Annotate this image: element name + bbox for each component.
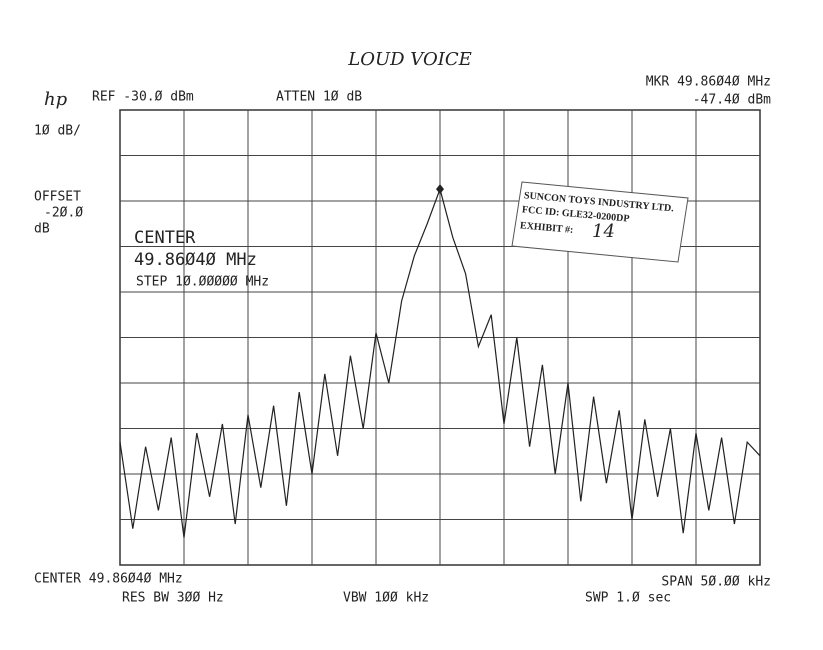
annotation: CENTER	[134, 228, 196, 248]
annotation: -47.4Ø dBm	[693, 93, 771, 108]
annotation: VBW 1ØØ kHz	[343, 591, 429, 606]
annotation: hp	[44, 89, 68, 110]
annotation: EXHIBIT #:	[520, 220, 574, 236]
annotation: dB	[34, 222, 50, 237]
annotation: MKR 49.86Ø4Ø MHz	[646, 75, 771, 90]
annotation: SPAN 5Ø.ØØ kHz	[661, 575, 771, 590]
annotation: CENTER 49.86Ø4Ø MHz	[34, 572, 183, 587]
annotation: STEP 1Ø.ØØØØØ MHz	[136, 275, 269, 290]
annotation: 14	[592, 221, 615, 242]
chart-title: LOUD VOICE	[347, 49, 472, 70]
marker	[436, 184, 444, 195]
stamp-box	[511, 181, 689, 263]
annotation: REF -30.Ø dBm	[92, 90, 194, 105]
annotation: ATTEN 1Ø dB	[276, 90, 362, 105]
annotation: SWP 1.Ø sec	[585, 591, 671, 606]
annotation: 49.86Ø4Ø MHz	[134, 250, 257, 270]
graticule	[120, 110, 760, 565]
annotation: 1Ø dB/	[34, 124, 81, 139]
annotation: OFFSET	[34, 190, 81, 205]
annotation: RES BW 3ØØ Hz	[122, 591, 224, 606]
annotation: -2Ø.Ø	[44, 206, 83, 221]
